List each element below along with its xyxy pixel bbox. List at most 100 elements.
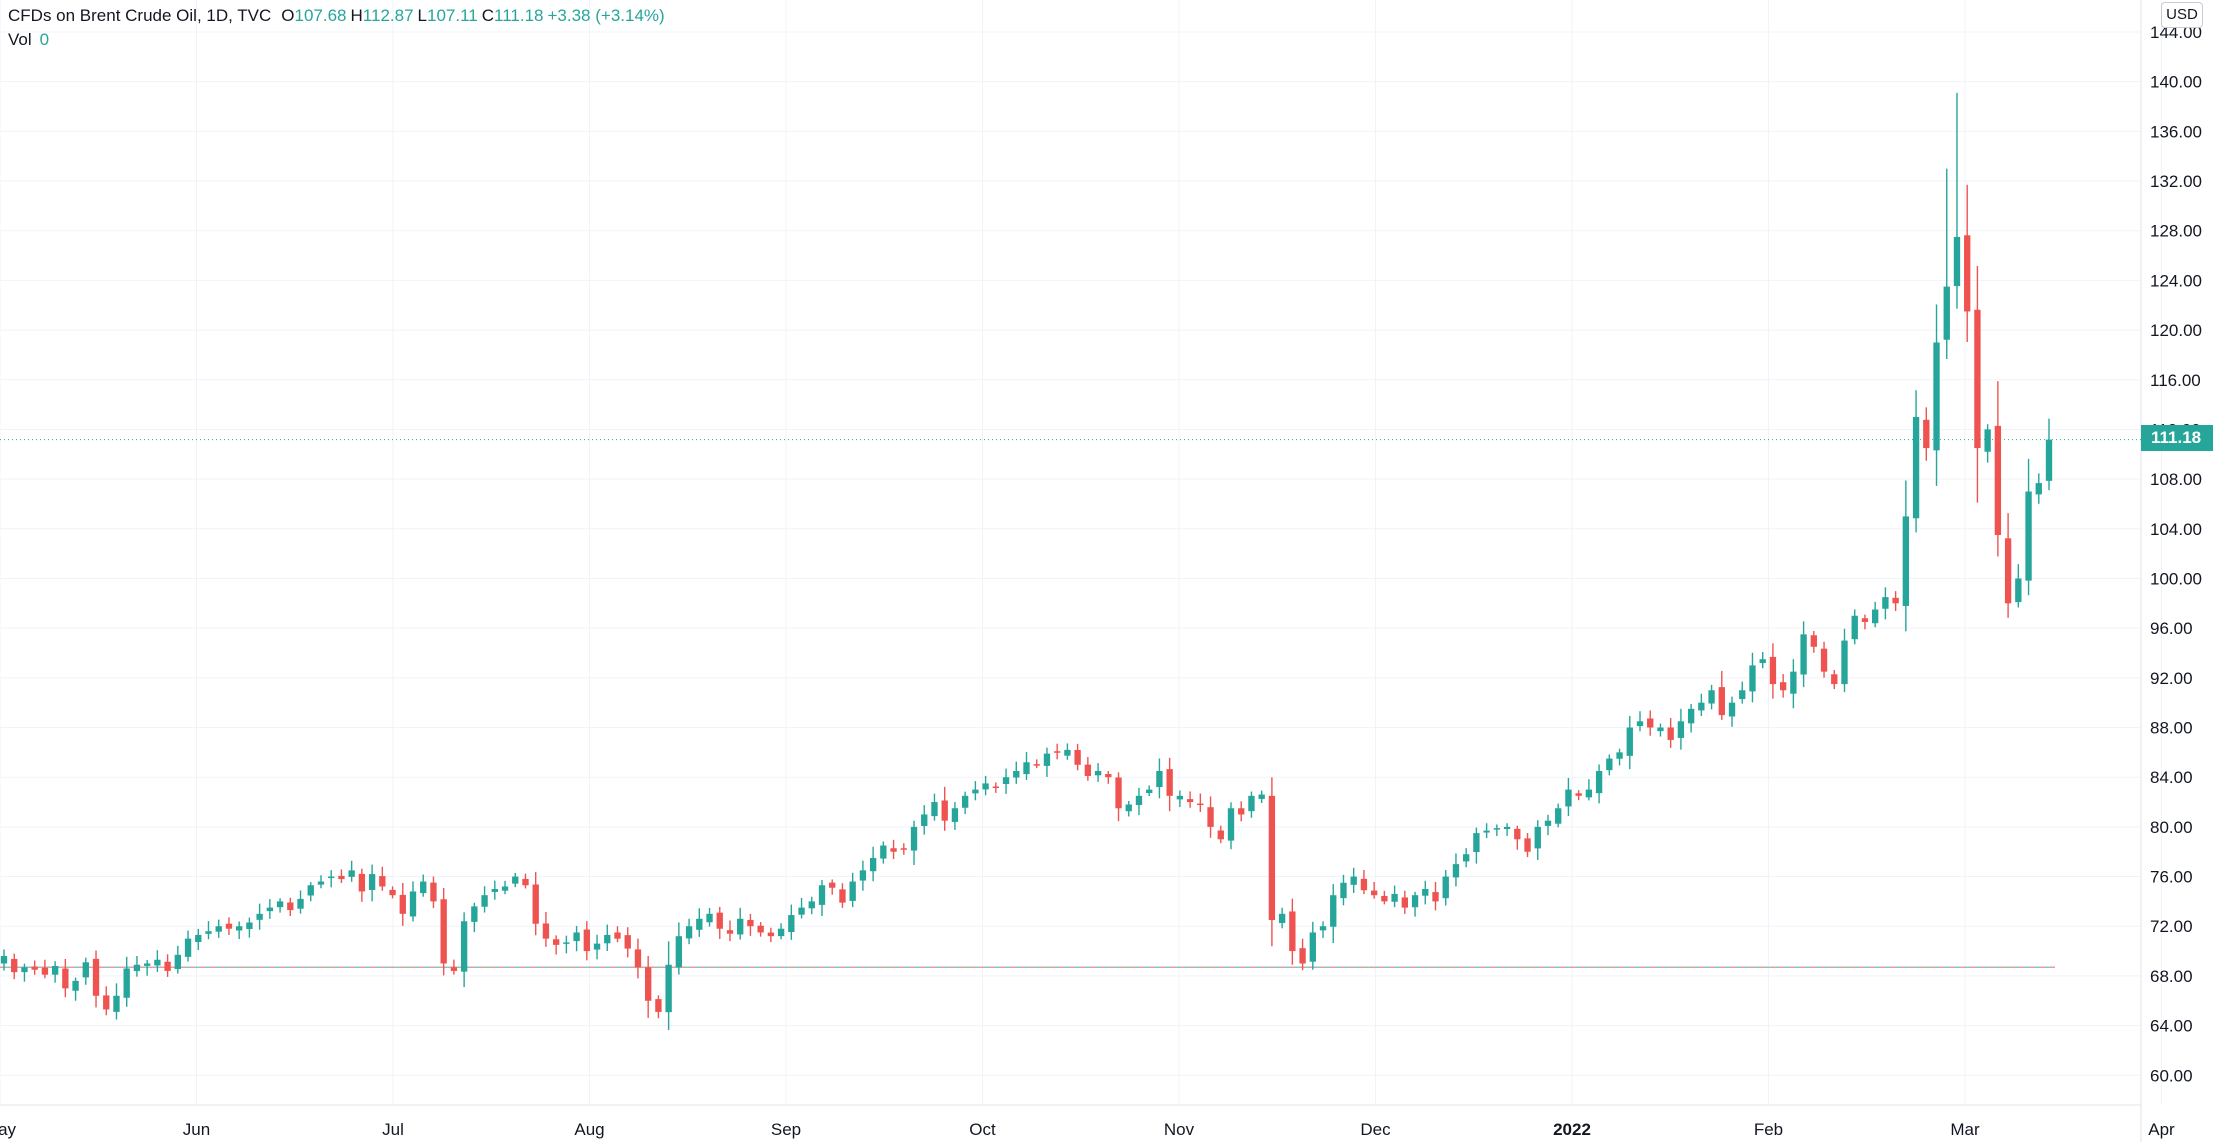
candle-body — [1054, 751, 1061, 753]
price-tick-label: 136.00 — [2150, 122, 2202, 141]
candle-body — [1749, 665, 1756, 692]
candle-body — [1728, 702, 1736, 717]
candle-body — [921, 814, 928, 826]
candle-body — [1442, 876, 1449, 899]
candle-body — [1074, 750, 1081, 765]
candle-body — [1146, 789, 1153, 794]
candle-body — [1647, 718, 1654, 728]
candle-body — [11, 958, 18, 973]
price-tick-label: 128.00 — [2150, 222, 2202, 241]
candle-body — [103, 995, 110, 1010]
candle-body — [1411, 895, 1419, 908]
candle-body — [266, 907, 274, 912]
candle-body — [1565, 789, 1572, 807]
low-label: L — [417, 6, 427, 25]
candle-body — [31, 966, 38, 970]
last-price-label: 111.18 — [2141, 425, 2213, 451]
time-tick-label: Oct — [969, 1120, 996, 1139]
close-label: C — [481, 6, 495, 25]
candle-body — [818, 885, 826, 905]
volume-value: 0 — [39, 30, 50, 49]
candle-body — [1084, 764, 1092, 776]
time-tick-label: Mar — [1950, 1120, 1980, 1139]
candle-body — [798, 907, 805, 915]
candle-body — [1391, 893, 1398, 902]
candle-body — [522, 878, 529, 886]
candle-body — [1422, 888, 1429, 896]
candle-body — [491, 888, 498, 892]
candle-body — [1268, 795, 1276, 921]
candle-body — [1739, 690, 1746, 700]
candle-body — [501, 886, 509, 891]
candle-body — [1033, 764, 1040, 766]
low-value: 107.11 — [427, 6, 478, 25]
candle-body — [726, 930, 734, 934]
candle-body — [1555, 808, 1562, 824]
time-tick-label: Nov — [1164, 1120, 1195, 1139]
candle-body — [604, 934, 611, 944]
candle-body — [1432, 892, 1439, 902]
change-value: +3.38 (+3.14%) — [547, 6, 665, 25]
candle-body — [1135, 795, 1143, 806]
candle-body — [1861, 618, 1869, 622]
candle-body — [1309, 932, 1316, 962]
grid-lines — [0, 0, 2162, 1105]
high-label: H — [350, 6, 363, 25]
candle-body — [0, 956, 8, 964]
candle-body — [1984, 429, 1991, 452]
candle-body — [368, 874, 376, 890]
candle-body — [634, 949, 642, 968]
candle-body — [62, 968, 69, 989]
candle-body — [123, 968, 130, 998]
candle-body — [287, 902, 294, 911]
candle-body — [41, 967, 49, 975]
candle-body — [1810, 635, 1817, 647]
price-tick-label: 120.00 — [2150, 321, 2202, 340]
candle-body — [849, 881, 856, 901]
candle-body — [82, 962, 89, 978]
candle-body — [1330, 895, 1337, 927]
candle-body — [900, 848, 907, 850]
candle-body — [307, 885, 314, 896]
candle-body — [512, 876, 519, 884]
candle-body — [1023, 762, 1030, 775]
candle-body — [276, 901, 284, 908]
candle-body — [910, 826, 918, 851]
candle-body — [1994, 425, 2002, 536]
price-tick-label: 64.00 — [2150, 1017, 2193, 1036]
candle-body — [1381, 895, 1388, 902]
candle-body — [1125, 804, 1132, 812]
price-tick-label: 92.00 — [2150, 669, 2193, 688]
candle-body — [1176, 795, 1184, 800]
candle-body — [1933, 342, 1940, 451]
candle-body — [379, 876, 386, 887]
candle-body — [430, 882, 437, 902]
volume-label[interactable]: Vol — [8, 30, 32, 49]
candle-body — [1892, 597, 1899, 604]
candle-body — [675, 936, 683, 968]
symbol-title[interactable]: CFDs on Brent Crude Oil, 1D, TVC — [8, 6, 272, 25]
candle-body — [338, 875, 345, 880]
candle-body — [869, 857, 877, 872]
candle-body — [1657, 727, 1664, 732]
candle-body — [205, 931, 212, 934]
candle-body — [829, 882, 836, 888]
currency-button[interactable]: USD — [2161, 2, 2203, 28]
candle-body — [1207, 807, 1214, 827]
candle-body — [420, 881, 427, 894]
candle-body — [1463, 854, 1470, 862]
candle-body — [1677, 721, 1685, 738]
candle-body — [1964, 235, 1971, 312]
candle-body — [747, 919, 754, 927]
candle-body — [1667, 727, 1674, 740]
candle-body — [1370, 890, 1378, 896]
candle-body — [1166, 769, 1173, 796]
candle-body — [941, 800, 948, 821]
candle-body — [317, 881, 325, 885]
candle-body — [399, 894, 406, 914]
candle-body — [1350, 876, 1357, 885]
candle-body — [1779, 682, 1787, 691]
candle-body — [1227, 808, 1235, 841]
candle-body — [225, 923, 233, 929]
